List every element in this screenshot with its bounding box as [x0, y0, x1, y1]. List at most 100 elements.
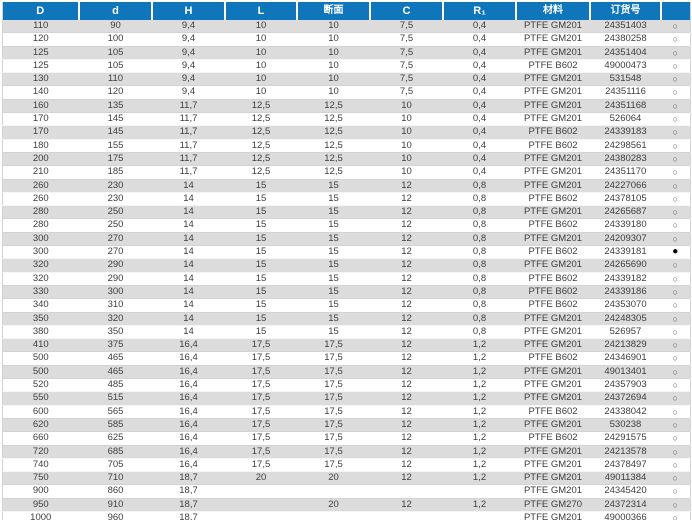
cell-order-number: 24209307 [590, 232, 661, 247]
cell-cross-section: 17,5 [297, 338, 370, 353]
stock-indicator: ○ [661, 378, 690, 393]
cell-D: 120 [2, 32, 79, 47]
table-row: 340 310 14 15 15 12 0,8 PTFE B602 24353070 ○ [2, 298, 690, 313]
table-row: 500 465 16,4 17,5 17,5 12 1,2 PTFE B602 24346901… [2, 351, 690, 366]
cell-D: 260 [2, 192, 79, 207]
table-row: 320 290 14 15 15 12 0,8 PTFE GM201 24265690 ○ [2, 258, 690, 273]
cell-C: 12 [370, 498, 443, 512]
cell-D: 140 [2, 85, 79, 100]
stock-indicator: ○ [661, 85, 690, 100]
cell-order-number: 24265687 [590, 205, 661, 220]
cell-D: 320 [2, 258, 79, 273]
cell-C: 7,5 [370, 32, 443, 47]
cell-cross-section: 17,5 [297, 445, 370, 459]
cell-H: 14 [152, 285, 225, 300]
column-header-C: C [370, 2, 444, 20]
cell-material: PTFE GM201 [516, 418, 590, 433]
cell-order-number: 24227066 [590, 179, 661, 193]
cell-D: 660 [2, 431, 79, 446]
cell-L: 17,5 [225, 458, 297, 473]
cell-order-number: 530238 [590, 418, 661, 433]
cell-C: 12 [370, 445, 443, 459]
cell-material: PTFE GM201 [516, 179, 590, 193]
cell-C: 12 [370, 391, 443, 406]
cell-d: 110 [79, 72, 152, 87]
cell-cross-section: 12,5 [297, 165, 370, 180]
cell-L: 17,5 [225, 418, 297, 433]
table-row: 180 155 11,7 12,5 12,5 10 0,4 PTFE B602 24298561… [2, 139, 690, 153]
cell-L: 12,5 [225, 152, 297, 167]
cell-H: 9,4 [152, 72, 225, 87]
cell-material: PTFE B602 [516, 245, 590, 260]
cell-d: 705 [79, 458, 152, 473]
cell-L: 10 [225, 46, 297, 60]
cell-D: 600 [2, 405, 79, 419]
cell-R1: 0,4 [443, 46, 516, 60]
cell-R1: 1,2 [443, 498, 516, 512]
cell-order-number: 526957 [590, 325, 661, 340]
cell-R1: 0,4 [443, 85, 516, 100]
cell-d: 515 [79, 391, 152, 406]
cell-order-number: 24346901 [590, 351, 661, 366]
stock-indicator: ○ [661, 232, 690, 247]
cell-material: PTFE GM201 [516, 365, 590, 380]
cell-R1: 0,8 [443, 218, 516, 233]
cell-H: 14 [152, 325, 225, 340]
cell-C: 12 [370, 205, 443, 220]
cell-order-number: 24378497 [590, 458, 661, 473]
cell-d: 585 [79, 418, 152, 433]
cell-material: PTFE B602 [516, 298, 590, 313]
cell-H: 14 [152, 272, 225, 286]
cell-d: 145 [79, 125, 152, 140]
cell-order-number: 49000366 [590, 511, 661, 520]
cell-H: 11,7 [152, 99, 225, 114]
cell-order-number: 24213829 [590, 338, 661, 353]
cell-C: 10 [370, 165, 443, 180]
cell-cross-section: 10 [297, 85, 370, 100]
cell-cross-section: 15 [297, 298, 370, 313]
cell-d: 120 [79, 85, 152, 100]
cell-H: 9,4 [152, 85, 225, 100]
stock-indicator: ○ [661, 484, 690, 499]
cell-D: 110 [2, 20, 79, 34]
cell-H: 16,4 [152, 351, 225, 366]
cell-material: PTFE B602 [516, 139, 590, 153]
cell-R1: 0,8 [443, 192, 516, 207]
cell-D: 210 [2, 165, 79, 180]
cell-C: 12 [370, 471, 443, 486]
cell-cross-section: 10 [297, 59, 370, 74]
stock-indicator: ○ [661, 431, 690, 446]
cell-material: PTFE GM201 [516, 112, 590, 127]
cell-C: 7,5 [370, 59, 443, 74]
cell-d: 465 [79, 365, 152, 380]
cell-d: 320 [79, 312, 152, 326]
cell-d: 565 [79, 405, 152, 419]
table-row: 900 860 18,7 PTFE GM201 24345420 ○ [2, 484, 690, 499]
cell-material: PTFE GM201 [516, 312, 590, 326]
table-row: 750 710 18,7 20 20 12 1,2 PTFE GM201 49011384 ○ [2, 471, 690, 486]
cell-order-number: 24372694 [590, 391, 661, 406]
cell-d: 310 [79, 298, 152, 313]
stock-indicator: ○ [661, 351, 690, 366]
table-body: 110 90 9,4 10 10 7,5 0,4 PTFE GM201 24351403 ○ 120… [2, 20, 690, 520]
cell-C: 12 [370, 192, 443, 207]
cell-L: 15 [225, 312, 297, 326]
cell-d: 105 [79, 46, 152, 60]
cell-order-number: 24298561 [590, 139, 661, 153]
cell-H: 14 [152, 179, 225, 193]
cell-cross-section: 15 [297, 179, 370, 193]
stock-indicator: ○ [661, 458, 690, 473]
cell-L [225, 511, 297, 520]
column-header-d: d [79, 2, 153, 20]
cell-D: 280 [2, 205, 79, 220]
cell-cross-section: 12,5 [297, 99, 370, 114]
cell-L: 10 [225, 59, 297, 74]
cell-H: 11,7 [152, 112, 225, 127]
cell-material: PTFE GM201 [516, 85, 590, 100]
cell-order-number: 24353070 [590, 298, 661, 313]
cell-H: 18,7 [152, 484, 225, 499]
cell-material: PTFE GM201 [516, 232, 590, 247]
cell-d: 175 [79, 152, 152, 167]
cell-order-number: 24357903 [590, 378, 661, 393]
cell-order-number: 24345420 [590, 484, 661, 499]
